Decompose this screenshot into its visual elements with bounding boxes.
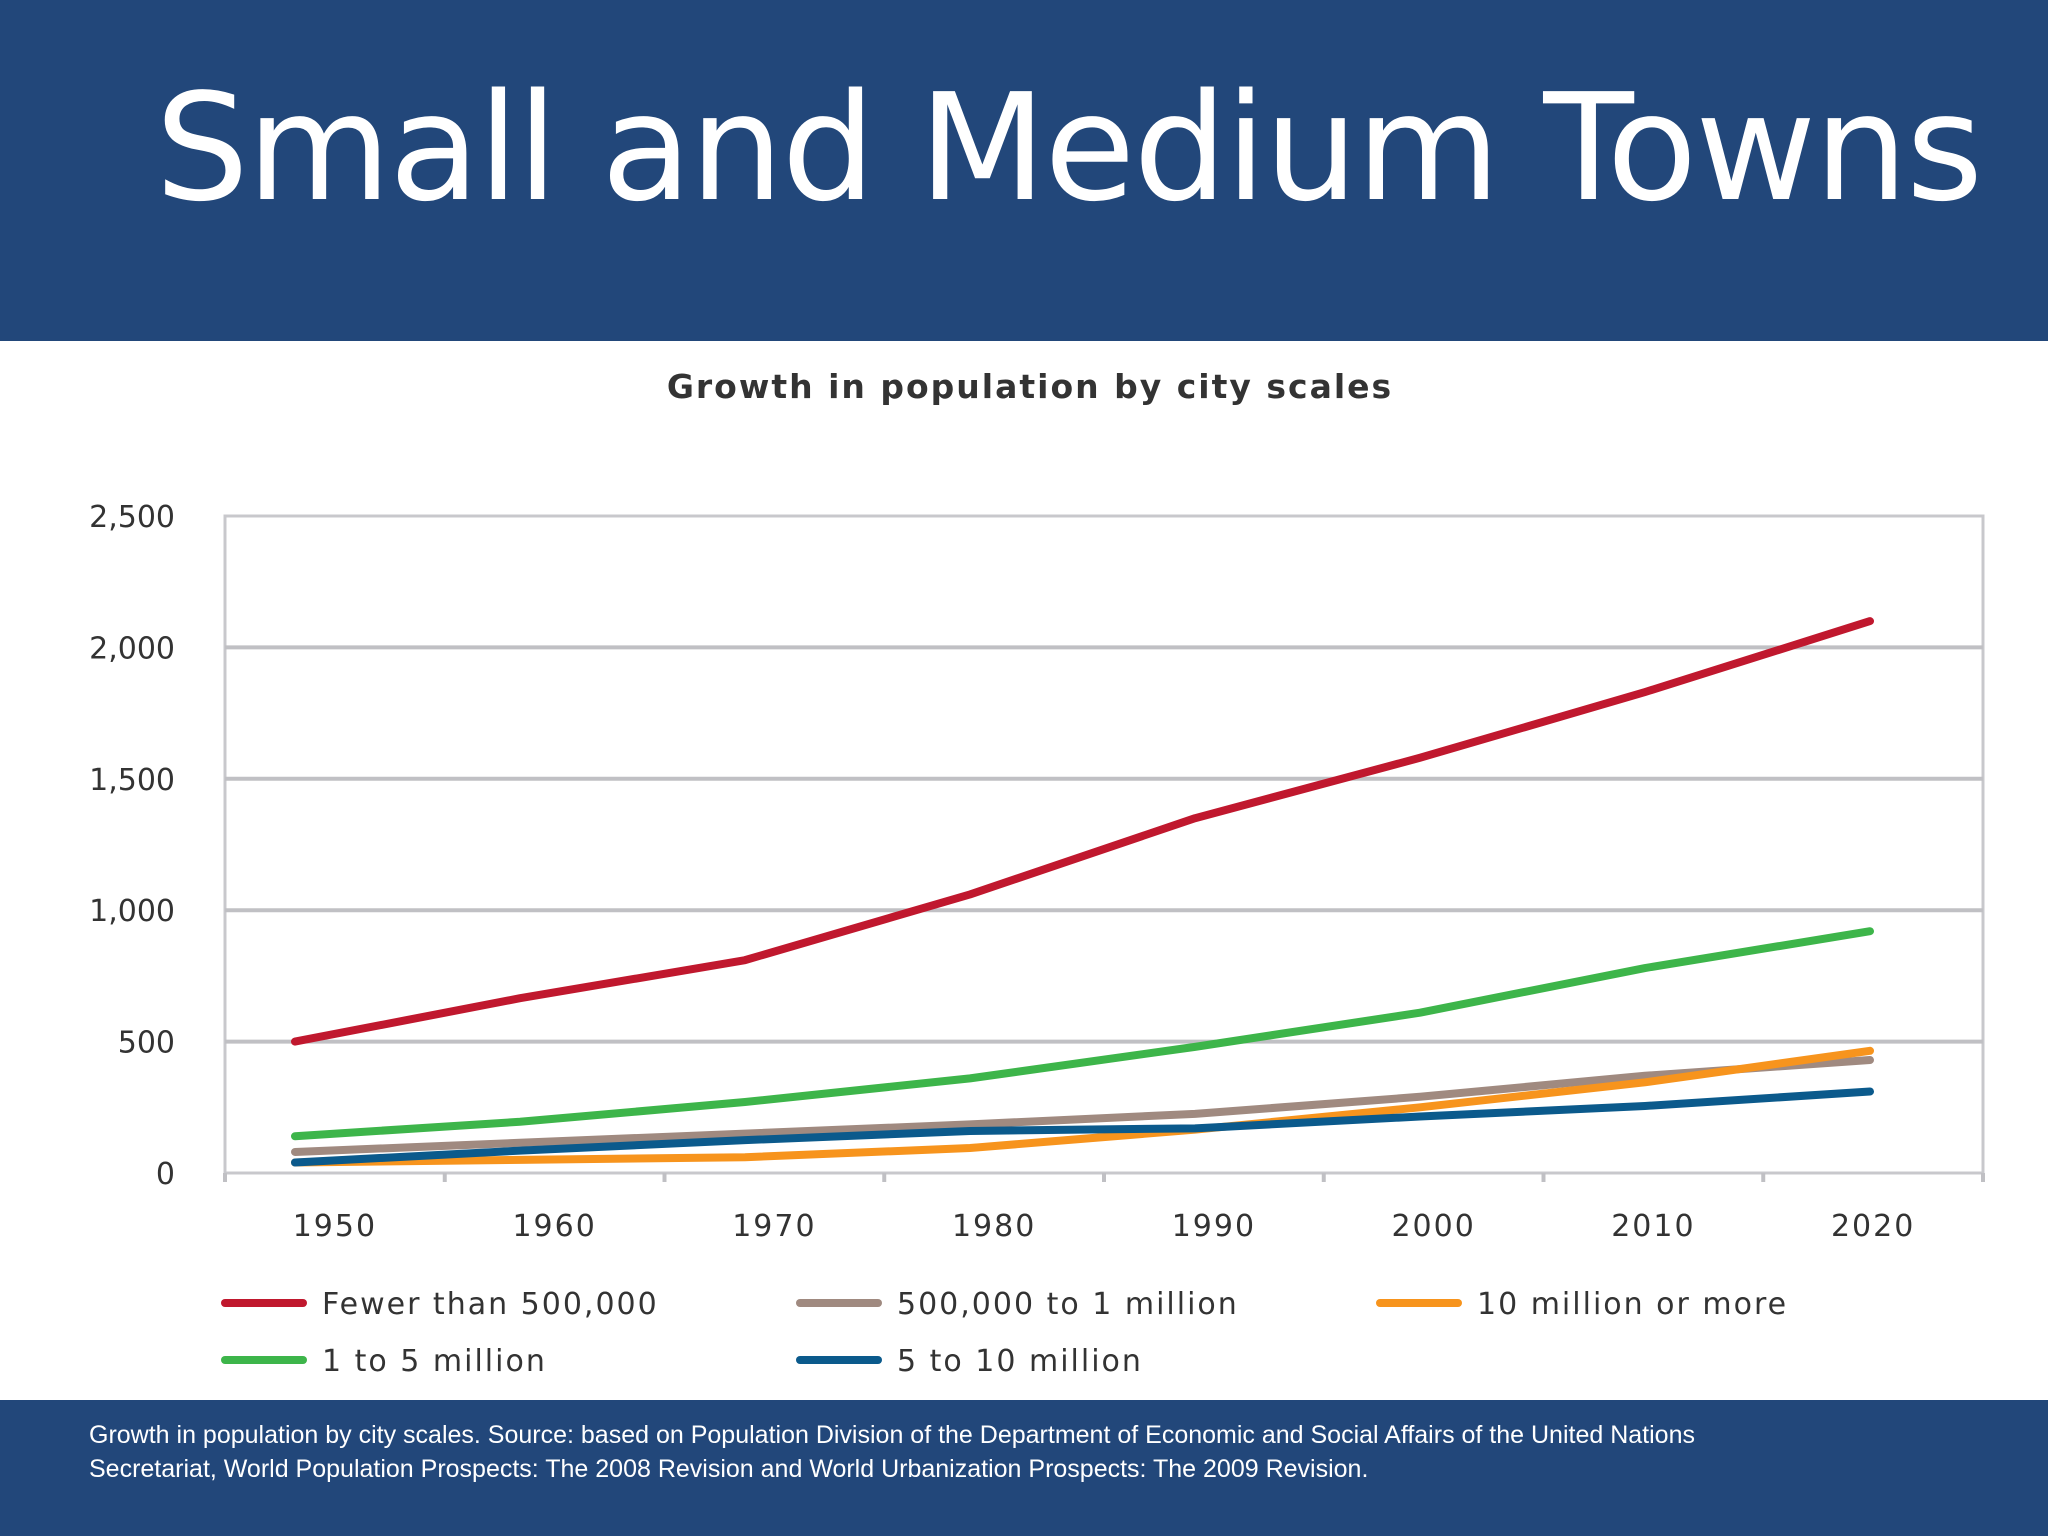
x-tick-label: 2000 <box>1391 1209 1475 1244</box>
x-tick-label: 1960 <box>512 1209 596 1244</box>
legend-item: 500,000 to 1 million <box>796 1287 1239 1322</box>
x-tick-label: 2010 <box>1611 1209 1695 1244</box>
y-tick-label: 2,500 <box>89 500 175 535</box>
x-tick-label: 1980 <box>952 1209 1036 1244</box>
series-line-500-000-to-1-million <box>291 1055 1874 1156</box>
series-line-fewer-than-500-000 <box>291 617 1874 1046</box>
legend-label: 5 to 10 million <box>897 1344 1143 1379</box>
legend-item: 10 million or more <box>1376 1287 1788 1322</box>
y-tick-label: 500 <box>118 1026 175 1061</box>
source-caption: Growth in population by city scales. Sou… <box>89 1421 1695 1483</box>
legend-item: 5 to 10 million <box>796 1344 1143 1379</box>
title-banner: Small and Medium Towns <box>0 0 2048 341</box>
slide-title: Small and Medium Towns <box>155 62 1983 234</box>
legend-label: 10 million or more <box>1477 1287 1788 1322</box>
x-tick-label: 1970 <box>732 1209 816 1244</box>
x-tick-label: 1990 <box>1172 1209 1256 1244</box>
legend-label: 1 to 5 million <box>322 1344 547 1379</box>
caption-banner: Growth in population by city scales. Sou… <box>0 1400 2048 1536</box>
series-line-1-to-5-million <box>291 927 1874 1141</box>
legend-item: Fewer than 500,000 <box>221 1287 659 1322</box>
y-tick-label: 0 <box>156 1157 175 1192</box>
series-line-5-to-10-million <box>291 1087 1874 1167</box>
y-tick-label: 1,000 <box>89 894 175 929</box>
legend-label: 500,000 to 1 million <box>897 1287 1239 1322</box>
legend-item: 1 to 5 million <box>221 1344 547 1379</box>
legend-label: Fewer than 500,000 <box>322 1287 659 1322</box>
x-tick-label: 2020 <box>1831 1209 1915 1244</box>
series-line-10-million-or-more <box>291 1046 1874 1167</box>
y-tick-label: 1,500 <box>89 763 175 798</box>
chart-title: Growth in population by city scales <box>667 367 1393 406</box>
x-tick-label: 1950 <box>293 1209 377 1244</box>
y-tick-label: 2,000 <box>89 631 175 666</box>
line-chart: Growth in population by city scales 0 500… <box>89 367 1985 1379</box>
